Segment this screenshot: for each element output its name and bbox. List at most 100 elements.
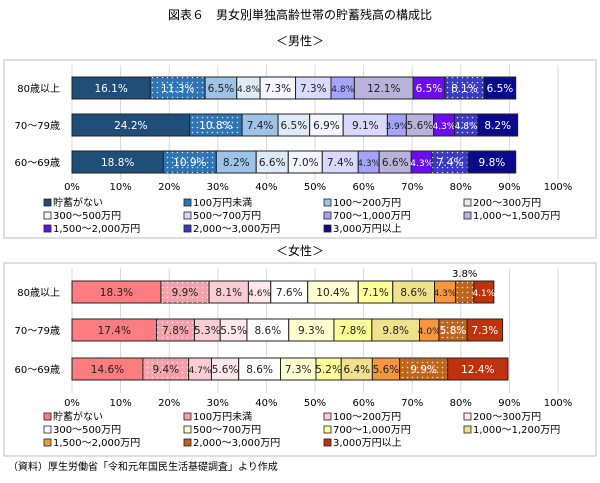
female-chart: ＜女性＞ 0% 10% 20% 30% 40% 50% 60% 70% 80% 90% 100% 80歳… [3, 243, 597, 457]
legend-label: 2,000～3,000万円 [193, 224, 280, 235]
bar-pattern [399, 358, 448, 380]
legend-label: 200～300万円 [473, 412, 541, 423]
data-label: 18.3% [100, 287, 133, 299]
data-label: 17.4% [98, 325, 131, 337]
chart-title: 図表６ 男女別単独高齢世帯の貯蓄残高の構成比 [168, 7, 432, 22]
data-label: 6.5% [487, 83, 514, 95]
data-label: 7.4% [437, 157, 464, 169]
bar-pattern [444, 77, 485, 99]
data-label: 7.3% [285, 364, 312, 376]
data-label: 8.6% [255, 325, 282, 337]
data-label: 7.4% [327, 157, 354, 169]
legend-label: 100万円未満 [193, 197, 252, 209]
bar-segment [483, 76, 517, 100]
x-tick-label: 100% [544, 182, 573, 193]
legend-swatch [463, 425, 472, 434]
data-label: 10.9% [173, 157, 206, 169]
legend-swatch [43, 412, 52, 421]
data-label: 4.8% [237, 85, 260, 95]
x-tick-label: 90% [498, 398, 520, 409]
data-label: 7.3% [300, 83, 327, 95]
bar-segment [477, 113, 519, 137]
data-label: 6.6% [259, 157, 286, 169]
data-label: 4.3% [433, 122, 456, 132]
x-tick-label: 30% [207, 182, 229, 193]
legend-swatch [43, 198, 52, 207]
data-label: 6.5% [416, 83, 443, 95]
legend-swatch [43, 224, 52, 233]
legend-label: 200～300万円 [473, 198, 541, 209]
bar-pattern [432, 151, 469, 173]
data-label: 4.3% [434, 289, 457, 299]
legend-label: 3,000万円以上 [333, 223, 402, 235]
x-tick-label: 40% [255, 398, 277, 409]
bar-pattern [438, 319, 468, 341]
category-label: 80歳以上 [17, 83, 60, 95]
x-tick-label: 10% [109, 182, 131, 193]
x-tick-label: 50% [304, 182, 326, 193]
data-label: 11.3% [161, 83, 194, 95]
legend-label: 2,000～3,000万円 [193, 438, 280, 449]
data-label: 8.6% [400, 287, 427, 299]
data-label: 12.4% [461, 364, 494, 376]
data-label: 4.6% [248, 289, 271, 299]
category-label: 80歳以上 [17, 287, 60, 299]
data-label: 7.6% [276, 287, 303, 299]
chart-frame [3, 262, 597, 457]
data-label: 18.8% [101, 157, 134, 169]
x-tick-label: 0% [64, 182, 80, 193]
legend-swatch [43, 211, 52, 220]
data-label: 4.8% [455, 122, 478, 132]
male-chart: ＜男性＞ 0% 10% 20% 30% 40% 50% 60% 70% 80% 90% 100% 80歳… [3, 34, 597, 239]
category-label: 60～69歳 [15, 157, 60, 169]
chart-subtitle: ＜女性＞ [276, 243, 324, 258]
bar-pattern [454, 114, 478, 136]
x-tick-label: 60% [352, 398, 374, 409]
data-label: 7.4% [247, 120, 274, 132]
legend-label: 700～1,000万円 [333, 211, 411, 222]
data-label: 9.8% [382, 325, 409, 337]
bar-pattern [156, 319, 195, 341]
legend-swatch [183, 198, 192, 207]
legend-label: 貯蓄がない [53, 196, 103, 209]
x-tick-label: 40% [255, 182, 277, 193]
x-tick-label: 90% [498, 182, 520, 193]
legend-label: 1,500～2,000万円 [53, 224, 140, 235]
data-label: 9.9% [410, 364, 437, 376]
category-label: 60～69歳 [15, 364, 60, 376]
x-tick-label: 20% [158, 182, 180, 193]
legend-swatch [43, 438, 52, 447]
legend-swatch [183, 412, 192, 421]
data-label: 10.4% [316, 287, 349, 299]
legend-label: 1,000～1,500万円 [473, 211, 560, 222]
legend-label: 1,500～2,000万円 [53, 438, 140, 449]
bar-segment [466, 318, 504, 342]
legend-swatch [323, 224, 332, 233]
data-label: 8.6% [246, 364, 273, 376]
legend-label: 貯蓄がない [53, 410, 103, 423]
data-label: 6.6% [382, 157, 409, 169]
x-tick-label: 80% [450, 398, 472, 409]
x-tick-label: 60% [352, 182, 374, 193]
bar-pattern [160, 281, 210, 303]
data-label: 6.4% [343, 364, 370, 376]
data-label: 8.2% [223, 157, 250, 169]
data-label: 6.5% [208, 83, 235, 95]
x-tick-label: 70% [401, 398, 423, 409]
legend-label: 500～700万円 [193, 211, 261, 222]
data-label: 5.6% [212, 364, 239, 376]
chart-frame [3, 59, 597, 239]
legend-swatch [323, 412, 332, 421]
data-label: 9.1% [352, 120, 379, 132]
data-label: 8.1% [215, 287, 242, 299]
data-label: 7.3% [264, 83, 291, 95]
x-tick-label: 0% [64, 398, 80, 409]
data-label: 5.8% [440, 325, 467, 337]
data-label: 5.6% [407, 120, 434, 132]
data-label: 8.1% [451, 83, 478, 95]
data-label: 7.1% [362, 287, 389, 299]
legend-swatch [463, 211, 472, 220]
legend-swatch [463, 198, 472, 207]
data-label: 4.3% [410, 159, 433, 169]
